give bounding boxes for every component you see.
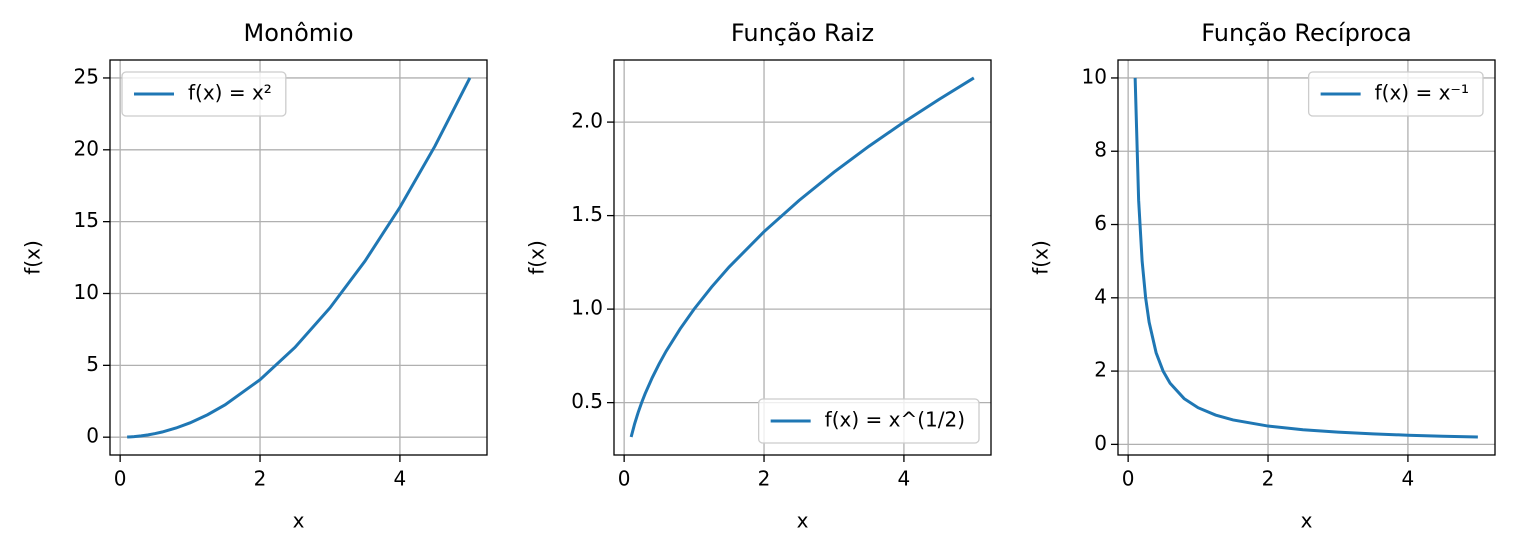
plot-area xyxy=(614,60,991,455)
x-tick-label: 4 xyxy=(898,467,911,491)
legend-label: f(x) = x^(1/2) xyxy=(825,408,965,432)
y-tick-label: 0 xyxy=(86,424,99,448)
x-tick-label: 2 xyxy=(254,467,267,491)
y-tick-label: 25 xyxy=(74,64,99,88)
y-tick-label: 1.5 xyxy=(571,202,603,226)
line xyxy=(1133,77,1478,439)
x-tick-label: 4 xyxy=(394,467,407,491)
y-tick-label: 10 xyxy=(1082,64,1107,88)
x-tick-label: 0 xyxy=(114,467,127,491)
y-axis-label: f(x) xyxy=(1029,240,1053,274)
y-tick-label: 1.0 xyxy=(571,296,603,320)
chart-title: Função Raiz xyxy=(731,19,874,47)
y-tick-label: 20 xyxy=(74,136,99,160)
legend: f(x) = x² xyxy=(121,71,287,117)
axes-frame xyxy=(613,59,992,456)
x-axis-label: x xyxy=(1301,509,1313,533)
y-tick-label: 8 xyxy=(1094,138,1107,162)
x-tick-label: 4 xyxy=(1402,467,1415,491)
legend: f(x) = x⁻¹ xyxy=(1307,71,1484,117)
y-tick-label: 5 xyxy=(86,352,99,376)
line xyxy=(629,76,975,438)
x-tick-label: 2 xyxy=(1262,467,1275,491)
axes-frame xyxy=(109,59,488,456)
x-tick-label: 2 xyxy=(758,467,771,491)
axes-frame xyxy=(1117,59,1496,456)
legend-box xyxy=(121,71,287,117)
legend: f(x) = x^(1/2) xyxy=(758,398,980,444)
x-tick-label: 0 xyxy=(618,467,631,491)
y-tick-label: 0.5 xyxy=(571,389,603,413)
y-tick-label: 10 xyxy=(74,280,99,304)
chart-title: Função Recíproca xyxy=(1201,19,1412,47)
y-tick-label: 15 xyxy=(74,208,99,232)
y-tick-label: 2.0 xyxy=(571,109,603,133)
chart-title: Monômio xyxy=(243,19,353,47)
x-axis-label: x xyxy=(797,509,809,533)
y-tick-label: 4 xyxy=(1094,284,1107,308)
y-axis-label: f(x) xyxy=(525,240,549,274)
y-axis-label: f(x) xyxy=(21,240,45,274)
plot-area xyxy=(1118,60,1495,455)
legend-label: f(x) = x² xyxy=(188,81,272,105)
y-tick-label: 6 xyxy=(1094,211,1107,235)
plot-area xyxy=(110,60,487,455)
legend-box xyxy=(1307,71,1484,117)
y-tick-label: 0 xyxy=(1094,431,1107,455)
x-tick-label: 0 xyxy=(1122,467,1135,491)
x-axis-label: x xyxy=(293,509,305,533)
line xyxy=(127,77,472,439)
legend-box xyxy=(758,398,980,444)
y-tick-label: 2 xyxy=(1094,358,1107,382)
legend-label: f(x) = x⁻¹ xyxy=(1375,81,1469,105)
